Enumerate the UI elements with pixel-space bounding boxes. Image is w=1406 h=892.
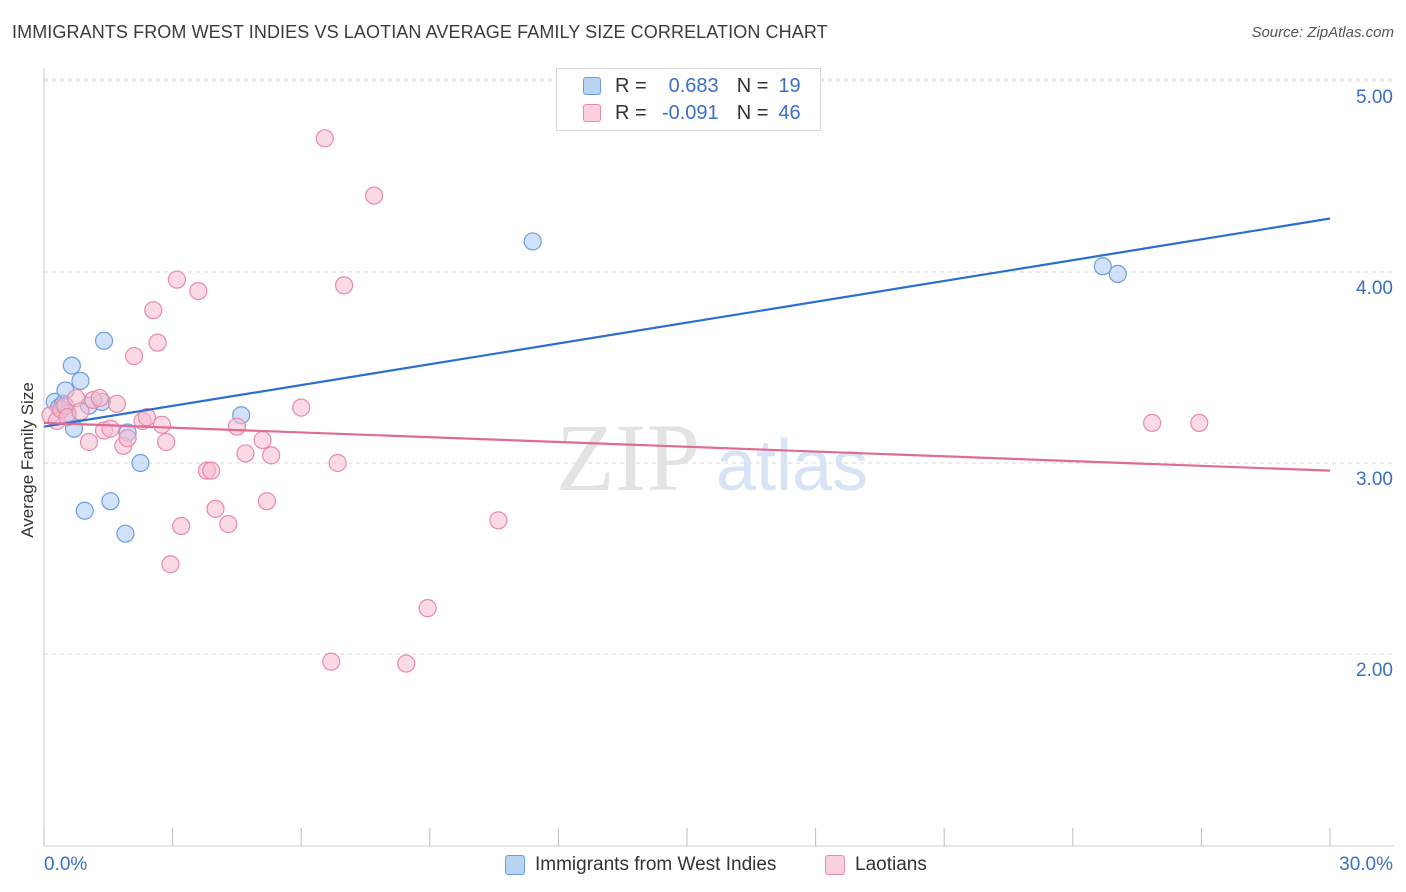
r-value: 0.683 — [647, 75, 719, 98]
west-indies-point — [96, 332, 113, 349]
west-indies-trend-line — [44, 219, 1330, 427]
r-value: -0.091 — [647, 102, 719, 125]
laotian-point — [1191, 414, 1208, 431]
watermark-zip: ZIP — [556, 404, 700, 511]
legend-item-laotians: Laotians — [825, 851, 927, 879]
laotian-point — [149, 334, 166, 351]
laotian-point — [102, 420, 119, 437]
laotian-point — [323, 653, 340, 670]
stats-legend-row-blue: R = 0.683 N = 19 — [583, 73, 801, 99]
laotian-point — [293, 399, 310, 416]
series-legend: Immigrants from West Indies Laotians — [0, 851, 1406, 879]
laotian-point — [145, 302, 162, 319]
laotian-point — [1144, 414, 1161, 431]
laotian-point — [237, 445, 254, 462]
laotian-point — [419, 600, 436, 617]
laotian-point — [81, 433, 98, 450]
n-label: N = — [737, 75, 769, 98]
stats-legend-row-pink: R = -0.091 N = 46 — [583, 100, 801, 126]
gridlines — [44, 79, 1394, 654]
west-indies-point — [524, 233, 541, 250]
n-value: 19 — [778, 75, 800, 98]
laotian-point — [258, 493, 275, 510]
laotian-point — [336, 277, 353, 294]
west-indies-point — [76, 502, 93, 519]
blue-swatch-icon — [505, 855, 525, 875]
pink-swatch-icon — [583, 104, 601, 122]
laotian-point — [207, 500, 224, 517]
legend-label: Laotians — [855, 854, 927, 876]
watermark: ZIP atlas — [556, 404, 868, 511]
laotian-point — [190, 283, 207, 300]
west-indies-point — [102, 493, 119, 510]
laotian-point — [119, 430, 136, 447]
y-tick-label: 2.00 — [1356, 660, 1393, 681]
west-indies-point — [117, 525, 134, 542]
laotian-point — [398, 655, 415, 672]
laotian-point — [91, 390, 108, 407]
laotian-point — [162, 556, 179, 573]
laotian-point — [366, 187, 383, 204]
laotian-point — [220, 516, 237, 533]
laotian-point — [158, 433, 175, 450]
legend-item-west-indies: Immigrants from West Indies — [505, 851, 776, 879]
watermark-atlas: atlas — [716, 426, 868, 506]
n-value: 46 — [778, 102, 800, 125]
r-label: R = — [615, 75, 647, 98]
laotian-point — [329, 455, 346, 472]
west-indies-point — [72, 372, 89, 389]
laotian-point — [126, 348, 143, 365]
blue-swatch-icon — [583, 77, 601, 95]
west-indies-point — [1094, 258, 1111, 275]
y-tick-label: 3.00 — [1356, 469, 1393, 490]
laotian-point — [228, 418, 245, 435]
n-label: N = — [737, 102, 769, 125]
laotian-point — [316, 130, 333, 147]
laotian-point — [168, 271, 185, 288]
west-indies-point — [63, 357, 80, 374]
laotian-point — [490, 512, 507, 529]
pink-swatch-icon — [825, 855, 845, 875]
stats-legend: R = 0.683 N = 19 R = -0.091 N = 46 — [556, 68, 821, 131]
laotian-point — [263, 447, 280, 464]
r-label: R = — [615, 102, 647, 125]
legend-label: Immigrants from West Indies — [535, 854, 776, 876]
laotian-point — [153, 416, 170, 433]
y-tick-label: 4.00 — [1356, 278, 1393, 299]
scatter-chart: 0.0% 30.0% 2.003.004.005.00 ZIP atlas — [0, 0, 1406, 892]
data-points — [42, 130, 1208, 672]
y-tick-labels: 2.00 3.00 4.00 5.00 — [1356, 87, 1393, 681]
west-indies-point — [1109, 265, 1126, 282]
west-indies-point — [132, 455, 149, 472]
laotian-point — [254, 432, 271, 449]
laotian-point — [173, 518, 190, 535]
y-tick-label: 5.00 — [1356, 87, 1393, 108]
laotian-point — [108, 395, 125, 412]
laotian-point — [203, 462, 220, 479]
